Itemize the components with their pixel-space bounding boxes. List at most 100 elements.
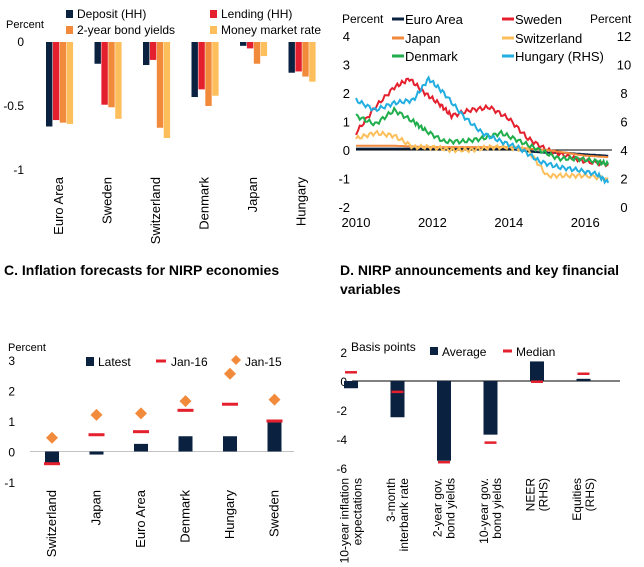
b-y2tick-label: 4: [620, 143, 627, 158]
b-xtick-label: 2016: [571, 215, 600, 230]
c-bar-latest: [223, 436, 237, 452]
a-bar: [143, 42, 150, 66]
c-marker-jan15: [224, 367, 236, 380]
c-ytick-label: 2: [8, 385, 15, 399]
c-bar-latest: [89, 451, 104, 455]
a-category-label: Sweden: [100, 177, 115, 224]
d-bar-average: [344, 381, 358, 389]
c-marker-jan15: [90, 408, 103, 421]
a-bar: [52, 42, 60, 121]
a-ytick-label: 0: [17, 35, 24, 49]
b-legend-label: Hungary (RHS): [515, 49, 604, 64]
a-bar: [260, 42, 268, 57]
b-xtick-label: 2014: [494, 215, 523, 230]
c-marker-jan15: [135, 407, 147, 420]
d-ytick-label: -4: [336, 433, 347, 447]
b-y2tick-label: 6: [620, 115, 627, 130]
a-legend-swatch: [210, 10, 217, 18]
d-category-label-line: 3-month: [384, 478, 398, 522]
a-bar: [212, 42, 219, 96]
a-bar: [198, 42, 205, 90]
b-y2tick-label: 10: [617, 58, 631, 73]
d-ytick-label: 0: [340, 375, 347, 389]
b-ytick-label: 1: [343, 115, 350, 130]
a-bar: [302, 42, 309, 77]
d-category-label: 3-monthinterbank rate: [384, 478, 411, 552]
d-ylabel: Basis points: [351, 340, 416, 354]
d-bar-average: [390, 381, 405, 418]
a-bar: [101, 42, 108, 105]
b-legend-label: Switzerland: [515, 31, 582, 46]
c-category-label: Hungary: [222, 490, 237, 540]
a-ytick-label: -0.5: [3, 99, 24, 113]
b-series-line: [355, 105, 610, 168]
a-bar: [156, 42, 164, 128]
b-ytick-label: 2: [343, 86, 350, 101]
a-bar: [240, 42, 247, 46]
c-ylabel: Percent: [8, 342, 46, 354]
b-legend-label: Sweden: [515, 12, 562, 27]
d-bar-average: [483, 381, 498, 435]
a-bar: [309, 42, 316, 82]
a-bar: [115, 42, 122, 119]
b-y2tick-label: 2: [620, 172, 627, 187]
b-ytick-label: 0: [343, 143, 350, 158]
c-category-label: Japan: [89, 490, 104, 525]
a-legend-label: Money market rate: [221, 23, 321, 37]
d-category-label-line: (RHS): [537, 478, 551, 511]
d-category-label-line: 2-year gov.: [431, 478, 445, 537]
c-legend-label: Latest: [98, 355, 131, 369]
c-legend-swatch: [231, 355, 241, 365]
a-bar: [66, 42, 74, 124]
a-bar: [191, 42, 198, 98]
d-bar-average: [576, 378, 591, 381]
a-legend-label: 2-year bond yields: [77, 23, 175, 37]
d-category-label: 2-year gov.bond yields: [431, 478, 458, 539]
c-legend-label: Jan-16: [171, 355, 208, 369]
d-category-label-line: bond yields: [444, 478, 458, 539]
a-category-label: Hungary: [294, 177, 309, 227]
panel-d-title: D. NIRP announcements and key financial …: [340, 261, 640, 299]
a-ytick-label: -1: [13, 163, 24, 177]
d-category-label-line: interbank rate: [397, 478, 411, 552]
a-bar: [94, 42, 101, 64]
b-xtick-label: 2010: [342, 215, 371, 230]
d-category-label-line: bond yields: [490, 478, 504, 539]
b-ytick-label: -2: [338, 200, 350, 215]
a-bar: [46, 42, 53, 127]
b-y2tick-label: 8: [620, 86, 627, 101]
c-category-label: Denmark: [178, 490, 193, 543]
d-category-label-line: 10-year gov.: [477, 478, 491, 544]
a-legend-label: Lending (HH): [221, 7, 292, 21]
b-ytick-label: 3: [343, 58, 350, 73]
a-bar: [205, 42, 212, 106]
d-ytick-label: -2: [336, 404, 347, 418]
c-ytick-label: -1: [4, 476, 15, 490]
a-bar: [149, 42, 157, 60]
a-bar: [59, 42, 67, 123]
d-category-label-line: expectations: [351, 478, 365, 545]
a-bar: [246, 42, 254, 49]
c-marker-jan15: [46, 431, 58, 444]
c-category-label: Euro Area: [133, 489, 148, 548]
c-bar-latest: [45, 451, 59, 464]
b-y2label: Percent: [590, 12, 632, 26]
d-bar-average: [530, 361, 544, 381]
d-category-label-line: NEER: [524, 478, 538, 512]
c-ytick-label: 3: [8, 354, 15, 368]
a-legend-swatch: [66, 10, 73, 18]
d-category-label-line: 10-year inflation: [338, 478, 352, 563]
panel-d-title-text: D. NIRP announcements and key financial …: [340, 262, 620, 297]
d-category-label: 10-year gov.bond yields: [477, 478, 504, 544]
d-category-label: NEER(RHS): [524, 478, 551, 512]
c-category-label: Switzerland: [44, 490, 59, 557]
c-ytick-label: 0: [8, 446, 15, 460]
a-category-label: Euro Area: [51, 176, 66, 235]
c-bar-latest: [134, 443, 148, 452]
b-legend-label: Japan: [405, 31, 440, 46]
d-category-label-line: (RHS): [583, 478, 597, 511]
b-legend-label: Euro Area: [405, 12, 464, 27]
d-legend-swatch: [430, 347, 438, 355]
a-category-label: Denmark: [197, 177, 212, 230]
